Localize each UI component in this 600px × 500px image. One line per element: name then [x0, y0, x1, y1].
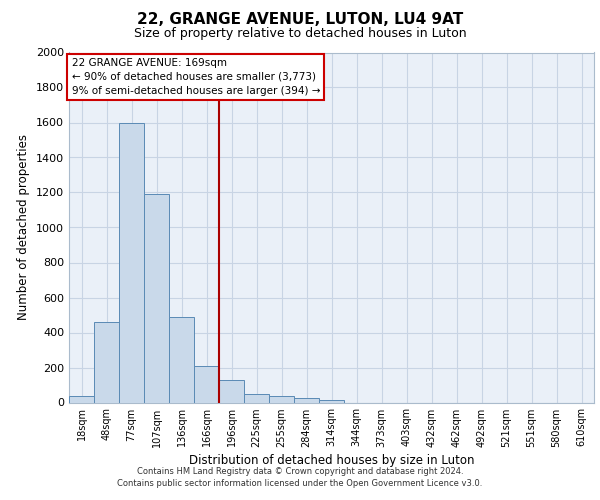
- Bar: [169, 317, 194, 402]
- Bar: [294, 398, 319, 402]
- Bar: [244, 394, 269, 402]
- Bar: [269, 396, 294, 402]
- Text: Contains HM Land Registry data © Crown copyright and database right 2024.
Contai: Contains HM Land Registry data © Crown c…: [118, 466, 482, 487]
- Bar: [219, 380, 244, 402]
- Bar: [69, 396, 94, 402]
- Text: 22 GRANGE AVENUE: 169sqm
← 90% of detached houses are smaller (3,773)
9% of semi: 22 GRANGE AVENUE: 169sqm ← 90% of detach…: [71, 58, 320, 96]
- X-axis label: Distribution of detached houses by size in Luton: Distribution of detached houses by size …: [189, 454, 474, 467]
- Y-axis label: Number of detached properties: Number of detached properties: [17, 134, 31, 320]
- Bar: [94, 322, 119, 402]
- Bar: [119, 122, 144, 402]
- Bar: [194, 366, 219, 403]
- Bar: [319, 400, 344, 402]
- Text: 22, GRANGE AVENUE, LUTON, LU4 9AT: 22, GRANGE AVENUE, LUTON, LU4 9AT: [137, 12, 463, 28]
- Text: Size of property relative to detached houses in Luton: Size of property relative to detached ho…: [134, 28, 466, 40]
- Bar: [144, 194, 169, 402]
